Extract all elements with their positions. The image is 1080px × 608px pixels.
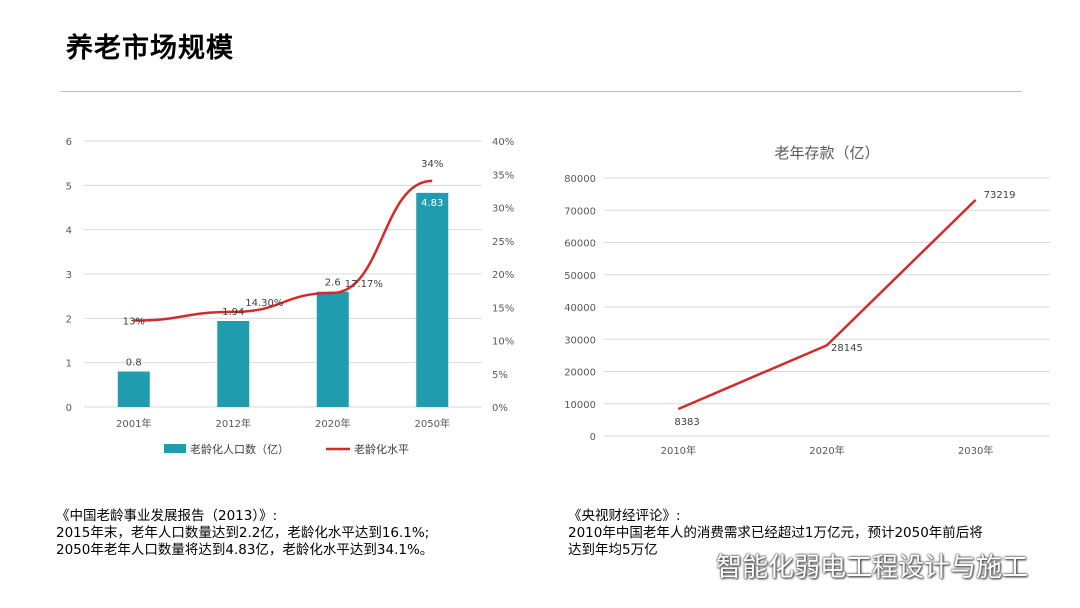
line-data-label: 14.30% bbox=[245, 298, 283, 309]
x-tick-label: 2010年 bbox=[661, 444, 696, 457]
y-tick-label: 1 bbox=[66, 359, 72, 370]
note-line: 2050年老年人口数量将达到4.83亿，老龄化水平达到34.1%。 bbox=[56, 542, 434, 558]
y2-tick-label: 20% bbox=[492, 270, 514, 281]
bar-data-label: 2.6 bbox=[325, 278, 341, 289]
y-tick-label: 5 bbox=[66, 181, 72, 192]
note-line: 《央视财经评论》: bbox=[568, 508, 681, 524]
bar bbox=[316, 291, 349, 407]
legend-bar-swatch bbox=[164, 444, 186, 453]
y-tick-label: 6 bbox=[66, 137, 72, 148]
series-line bbox=[677, 198, 977, 411]
y2-tick-label: 10% bbox=[492, 337, 514, 348]
line-data-label: 8383 bbox=[674, 417, 699, 428]
bar-data-label: 1.94 bbox=[222, 307, 244, 318]
bar bbox=[217, 320, 250, 407]
aging-population-chart: 0 1 2 3 4 5 6 0% 5% 10% 15% 20% 25% 30% 35% 40% 2001年 201… bbox=[66, 137, 515, 456]
line-data-label: 13% bbox=[123, 317, 145, 328]
x-tick-label: 2050年 bbox=[415, 417, 450, 430]
y2-tick-label: 5% bbox=[492, 370, 508, 381]
y-tick-label: 2 bbox=[66, 314, 72, 325]
line-data-label: 73219 bbox=[984, 190, 1016, 201]
note-cctv-finance: 《央视财经评论》: 2010年中国老年人的消费需求已经超过1万亿元，预计2050… bbox=[568, 508, 983, 559]
note-aging-report: 《中国老龄事业发展报告（2013）》: 2015年末，老年人口数量达到2.2亿，… bbox=[56, 508, 433, 559]
line-data-label: 34% bbox=[421, 159, 443, 170]
series-line bbox=[133, 179, 433, 322]
watermark-text: 智能化弱电工程设计与施工 bbox=[716, 553, 1029, 583]
note-line: 达到年均5万亿 bbox=[568, 542, 658, 558]
bar bbox=[416, 192, 449, 407]
y2-tick-label: 15% bbox=[492, 303, 514, 314]
chart-title: 老年存款（亿） bbox=[774, 144, 879, 162]
y-tick-label: 10000 bbox=[564, 400, 596, 411]
page-title: 养老市场规模 bbox=[66, 33, 234, 64]
x-tick-label: 2020年 bbox=[315, 417, 350, 430]
y2-tick-label: 0% bbox=[492, 403, 508, 414]
legend-line-label: 老龄化水平 bbox=[354, 442, 409, 456]
x-tick-label: 2020年 bbox=[809, 444, 844, 457]
elderly-deposits-chart: 老年存款（亿） 0 10000 20000 30000 40000 50000 60000 70… bbox=[564, 144, 1050, 457]
wechat-icon bbox=[677, 552, 708, 577]
y-tick-label: 80000 bbox=[564, 174, 596, 185]
y2-tick-label: 35% bbox=[492, 170, 514, 181]
x-tick-label: 2030年 bbox=[958, 444, 993, 457]
y-tick-label: 70000 bbox=[564, 206, 596, 217]
legend-bar-label: 老龄化人口数（亿） bbox=[190, 442, 289, 456]
y2-tick-label: 25% bbox=[492, 237, 514, 248]
y2-tick-label: 30% bbox=[492, 204, 514, 215]
y-tick-label: 4 bbox=[66, 226, 72, 237]
bar bbox=[117, 371, 150, 407]
y-tick-label: 40000 bbox=[564, 303, 596, 314]
y-tick-label: 3 bbox=[66, 270, 72, 281]
note-line: 2010年中国老年人的消费需求已经超过1万亿元，预计2050年前后将 bbox=[568, 525, 983, 541]
y-tick-label: 50000 bbox=[564, 271, 596, 282]
bar-data-label: 4.83 bbox=[421, 198, 443, 209]
y2-tick-label: 40% bbox=[492, 137, 514, 148]
line-data-label: 28145 bbox=[831, 343, 863, 354]
y-tick-label: 20000 bbox=[564, 368, 596, 379]
y-tick-label: 60000 bbox=[564, 239, 596, 250]
y-tick-label: 0 bbox=[590, 432, 596, 443]
watermark: 智能化弱电工程设计与施工 bbox=[676, 547, 1028, 584]
note-line: 2015年末，老年人口数量达到2.2亿，老龄化水平达到16.1%; bbox=[56, 525, 430, 541]
title-divider bbox=[60, 91, 1022, 92]
y-tick-label: 30000 bbox=[564, 335, 596, 346]
x-tick-label: 2012年 bbox=[216, 417, 251, 430]
note-line: 《中国老龄事业发展报告（2013）》: bbox=[56, 508, 278, 524]
x-tick-label: 2001年 bbox=[116, 417, 151, 430]
line-data-label: 17.17% bbox=[345, 279, 383, 290]
y-tick-label: 0 bbox=[66, 403, 72, 414]
bar-data-label: 0.8 bbox=[126, 358, 142, 369]
